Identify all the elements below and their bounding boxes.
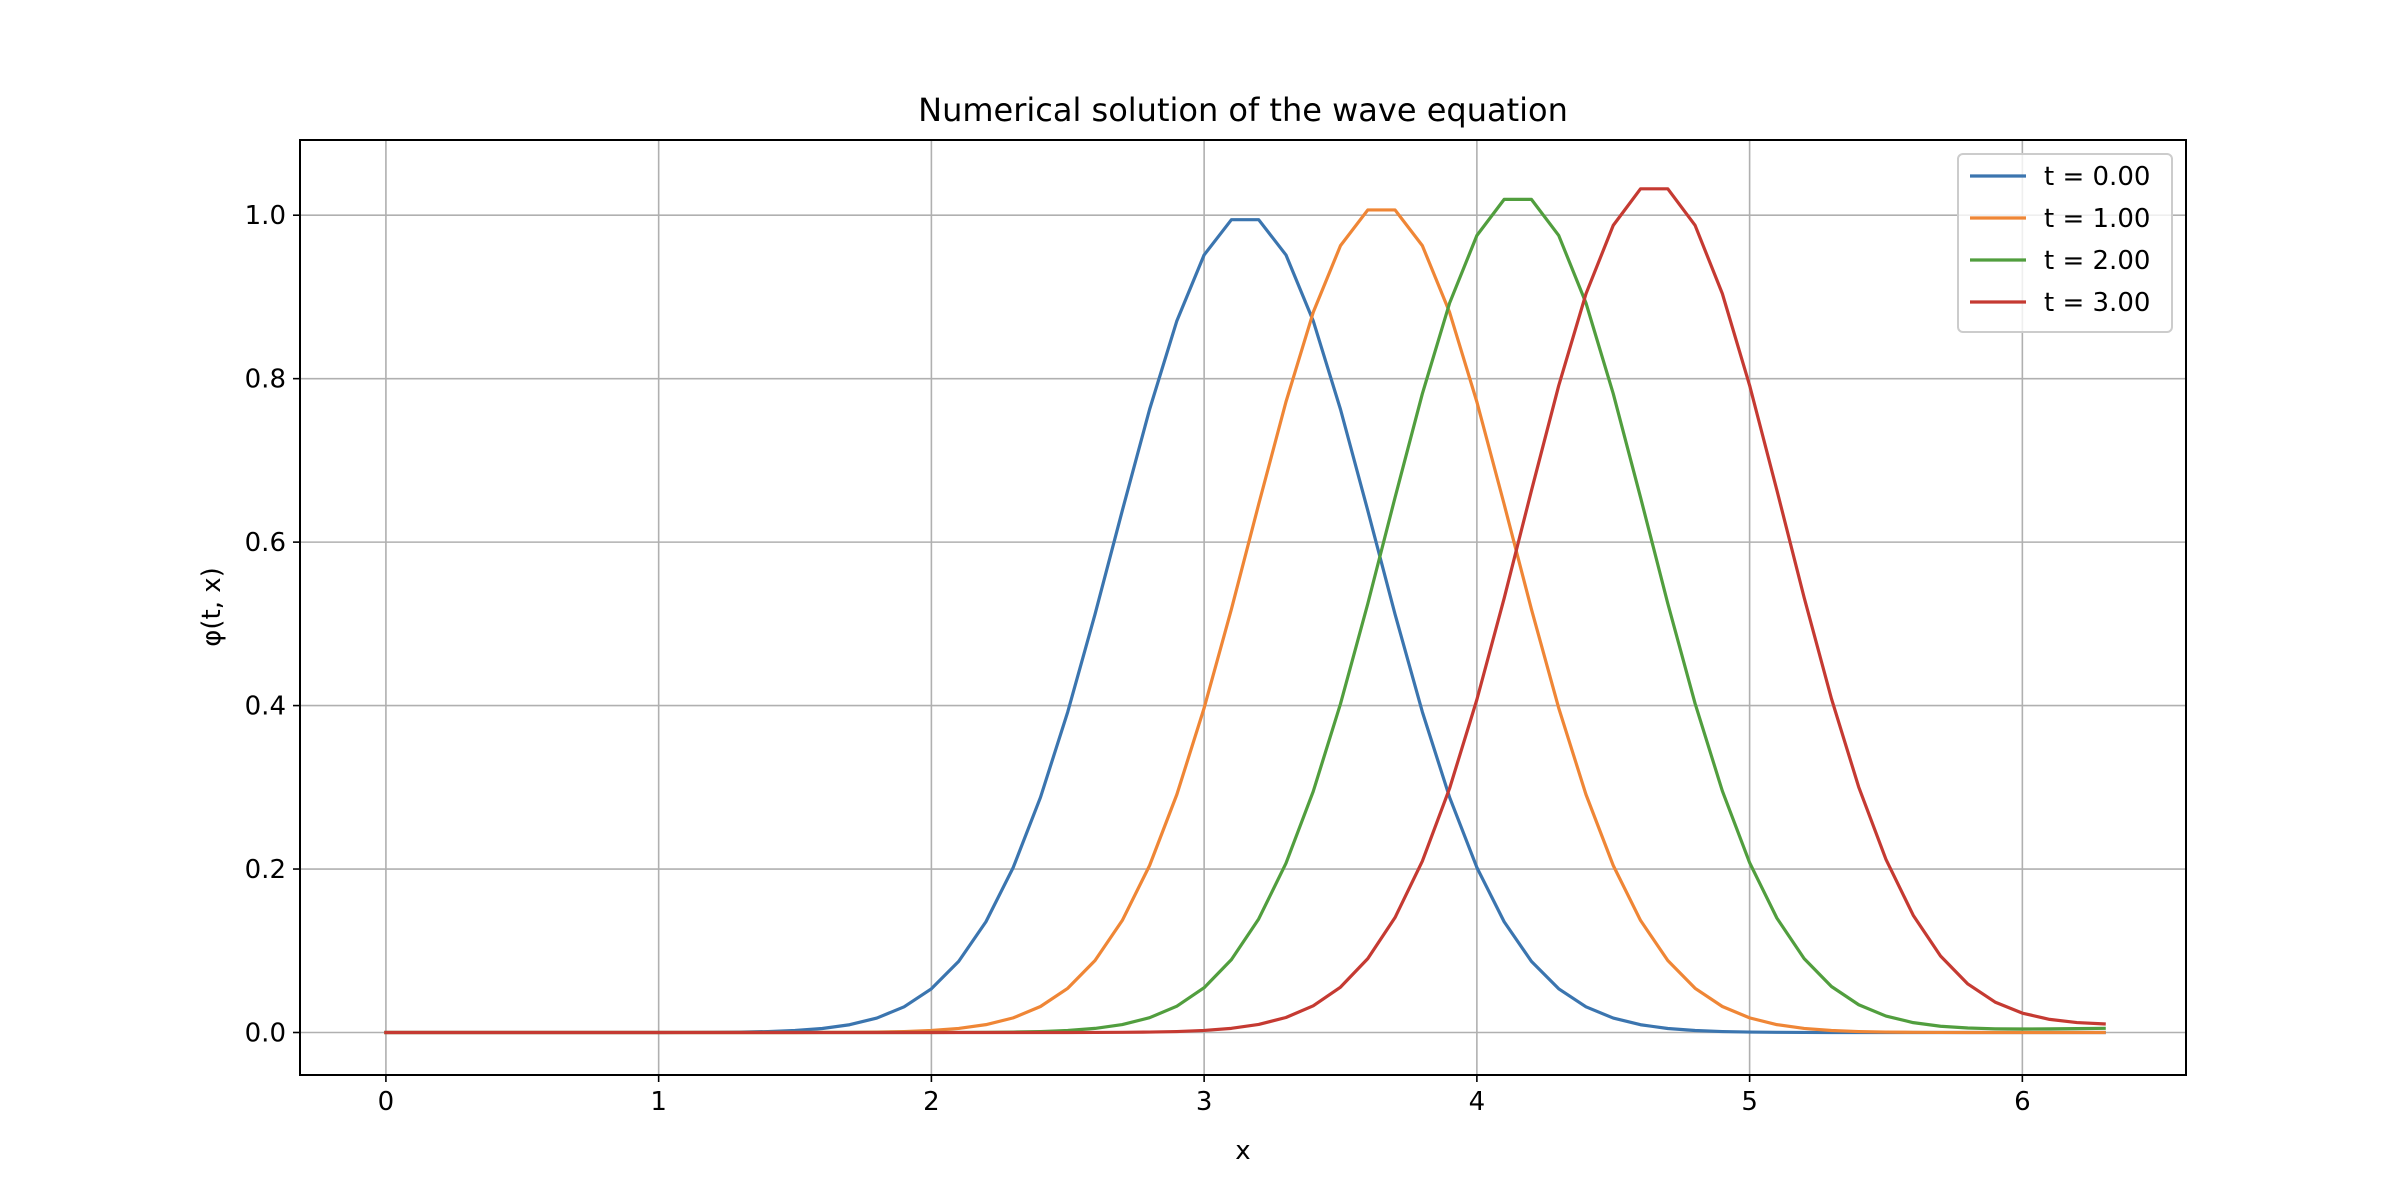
y-axis-label: φ(t, x) [197,567,227,647]
plot-frame [299,139,2187,1076]
y-tick-label: 0.8 [245,365,286,395]
x-tick-label: 2 [923,1087,940,1117]
y-tick-label: 0.4 [245,692,286,722]
legend-label-3: t = 3.00 [2044,288,2150,318]
legend: t = 0.00 t = 1.00 t = 2.00 t = 3.00 [1957,153,2173,333]
legend-label-2: t = 2.00 [2044,246,2150,276]
x-tick-label: 5 [1741,1087,1758,1117]
y-tick-label: 0.6 [245,528,286,558]
legend-label-0: t = 0.00 [2044,162,2150,192]
series-line-3 [384,187,2106,1035]
legend-box [1957,153,2173,333]
y-tick-label: 1.0 [245,201,286,231]
series-lines [384,187,2106,1035]
x-axis-label: x [1235,1136,1250,1166]
x-tick-label: 1 [650,1087,667,1117]
chart-title: Numerical solution of the wave equation [918,91,1568,129]
x-tick-label: 4 [1469,1087,1486,1117]
y-tick-label: 0.0 [245,1019,286,1049]
x-tick-label: 3 [1196,1087,1213,1117]
legend-label-1: t = 1.00 [2044,204,2150,234]
legend-entries: t = 0.00 t = 1.00 t = 2.00 t = 3.00 [1970,162,2150,318]
x-tick-label: 6 [2014,1087,2031,1117]
axis-ticks: 0 1 2 3 4 5 6 0.0 0.2 0.4 0.6 0.8 1.0 [245,201,2031,1117]
x-tick-label: 0 [378,1087,395,1117]
y-tick-label: 0.2 [245,855,286,885]
